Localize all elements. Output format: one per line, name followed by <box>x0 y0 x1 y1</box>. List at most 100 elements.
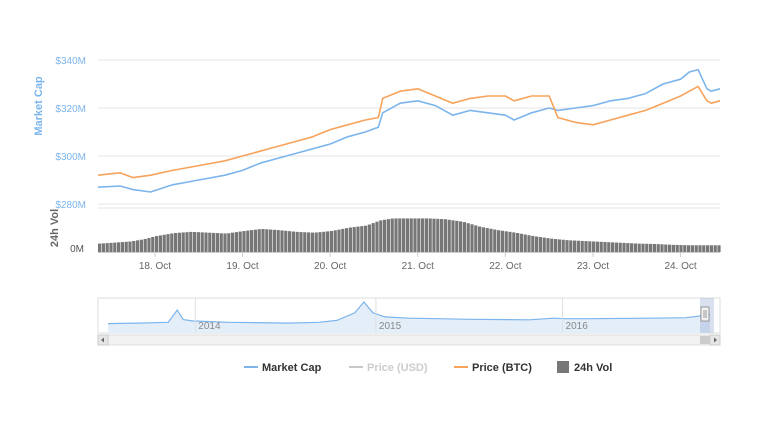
x-tick-label: 19. Oct <box>226 261 258 272</box>
volume-bar <box>117 242 121 252</box>
volume-bar <box>299 232 303 252</box>
volume-bar <box>383 219 387 252</box>
volume-bar <box>390 218 394 252</box>
legend-label: Price (USD) <box>367 362 428 374</box>
legend-label: Price (BTC) <box>472 362 532 374</box>
y-axis-labels: $280M $300M $320M $340M <box>55 56 86 211</box>
volume-bar <box>519 233 523 252</box>
x-tick-label: 20. Oct <box>314 261 346 272</box>
drag-handle-box[interactable] <box>700 306 710 322</box>
legend-item-price-usd[interactable]: Price (USD) <box>349 362 428 374</box>
volume-bar <box>592 241 596 252</box>
volume-bar <box>504 231 508 252</box>
volume-bar <box>257 229 261 252</box>
volume-bar <box>500 230 504 252</box>
volume-bar <box>147 237 151 252</box>
volume-bar <box>166 234 170 252</box>
volume-bar <box>280 230 284 252</box>
volume-bar <box>360 226 364 252</box>
volume-bar <box>352 227 356 252</box>
legend-item-volume[interactable]: 24h Vol <box>557 361 612 374</box>
volume-bar <box>706 245 710 252</box>
volume-bar <box>683 245 687 252</box>
volume-bar <box>493 229 497 252</box>
navigator-area <box>108 302 710 333</box>
volume-bar <box>432 218 436 252</box>
volume-bar <box>101 243 105 252</box>
y-tick-label: $320M <box>55 104 86 115</box>
volume-bar <box>250 230 254 252</box>
x-tick-label: 24. Oct <box>664 261 696 272</box>
volume-bar <box>242 231 246 252</box>
volume-bar <box>155 236 159 252</box>
volume-bar <box>326 231 330 252</box>
volume-bar <box>208 232 212 252</box>
volume-bar <box>679 245 683 252</box>
drag-handle-icon[interactable] <box>700 306 710 322</box>
volume-bar <box>329 231 333 252</box>
volume-bar <box>580 240 584 252</box>
volume-bar <box>668 244 672 252</box>
scrollbar-track[interactable] <box>97 334 721 346</box>
navigator-year-label: 2015 <box>379 321 402 332</box>
volume-bar <box>223 233 227 252</box>
volume-bar <box>660 244 664 252</box>
volume-bar <box>379 220 383 252</box>
legend-label: Market Cap <box>262 362 322 374</box>
x-tick-label: 22. Oct <box>489 261 521 272</box>
volume-bar <box>421 218 425 252</box>
volume-bar <box>702 245 706 252</box>
volume-bar <box>341 228 345 252</box>
arrow-left-icon[interactable] <box>97 334 109 346</box>
volume-bar <box>227 233 231 252</box>
volume-bar <box>424 218 428 252</box>
arrow-right-icon[interactable] <box>709 334 721 346</box>
volume-bar <box>550 238 554 252</box>
volume-bar <box>508 231 512 252</box>
volume-bar <box>238 231 242 252</box>
volume-bar <box>143 238 147 252</box>
volume-bar <box>417 218 421 252</box>
volume-bar <box>470 224 474 252</box>
volume-bar <box>291 231 295 252</box>
scrollbar-thumb[interactable] <box>700 336 710 344</box>
scroll-left-arrow <box>101 337 104 343</box>
volume-bar <box>177 232 181 252</box>
y-axis-title: Market Cap <box>33 76 45 136</box>
volume-bar <box>512 232 516 252</box>
volume-bar <box>181 232 185 252</box>
volume-bar <box>535 236 539 252</box>
legend-item-market-cap[interactable]: Market Cap <box>244 362 322 374</box>
volume-bar <box>345 228 349 252</box>
volume-bar <box>451 220 455 252</box>
legend-item-price-btc[interactable]: Price (BTC) <box>454 362 532 374</box>
volume-bar <box>200 232 204 252</box>
series-lines <box>97 68 721 193</box>
volume-bar <box>174 232 178 252</box>
volume-bar <box>367 224 371 252</box>
volume-bar <box>348 227 352 252</box>
volume-bar <box>139 239 143 252</box>
volume-bar <box>459 221 463 252</box>
volume-bar <box>405 218 409 252</box>
volume-bar <box>212 232 216 252</box>
legend-label: 24h Vol <box>574 362 612 374</box>
navigator[interactable]: 2014 2015 2016 <box>97 297 721 346</box>
volume-bar <box>538 237 542 252</box>
volume-bar <box>231 232 235 252</box>
volume-bar <box>675 244 679 252</box>
navigator-line <box>107 301 711 325</box>
volume-bar <box>466 223 470 252</box>
volume-bar <box>276 230 280 252</box>
volume-bar <box>611 242 615 252</box>
volume-bar <box>557 239 561 252</box>
volume-bar <box>189 231 193 252</box>
volume-bar <box>645 243 649 252</box>
volume-bar <box>413 218 417 252</box>
legend[interactable]: Market Cap Price (USD) Price (BTC) 24h Vol <box>244 361 612 374</box>
volume-axis-tick: 0M <box>70 244 84 255</box>
x-axis-labels: 18. Oct 19. Oct 20. Oct 21. Oct 22. Oct 23. O… <box>139 252 697 272</box>
volume-bar <box>314 232 318 252</box>
volume-bar <box>436 218 440 252</box>
volume-bar <box>576 240 580 252</box>
